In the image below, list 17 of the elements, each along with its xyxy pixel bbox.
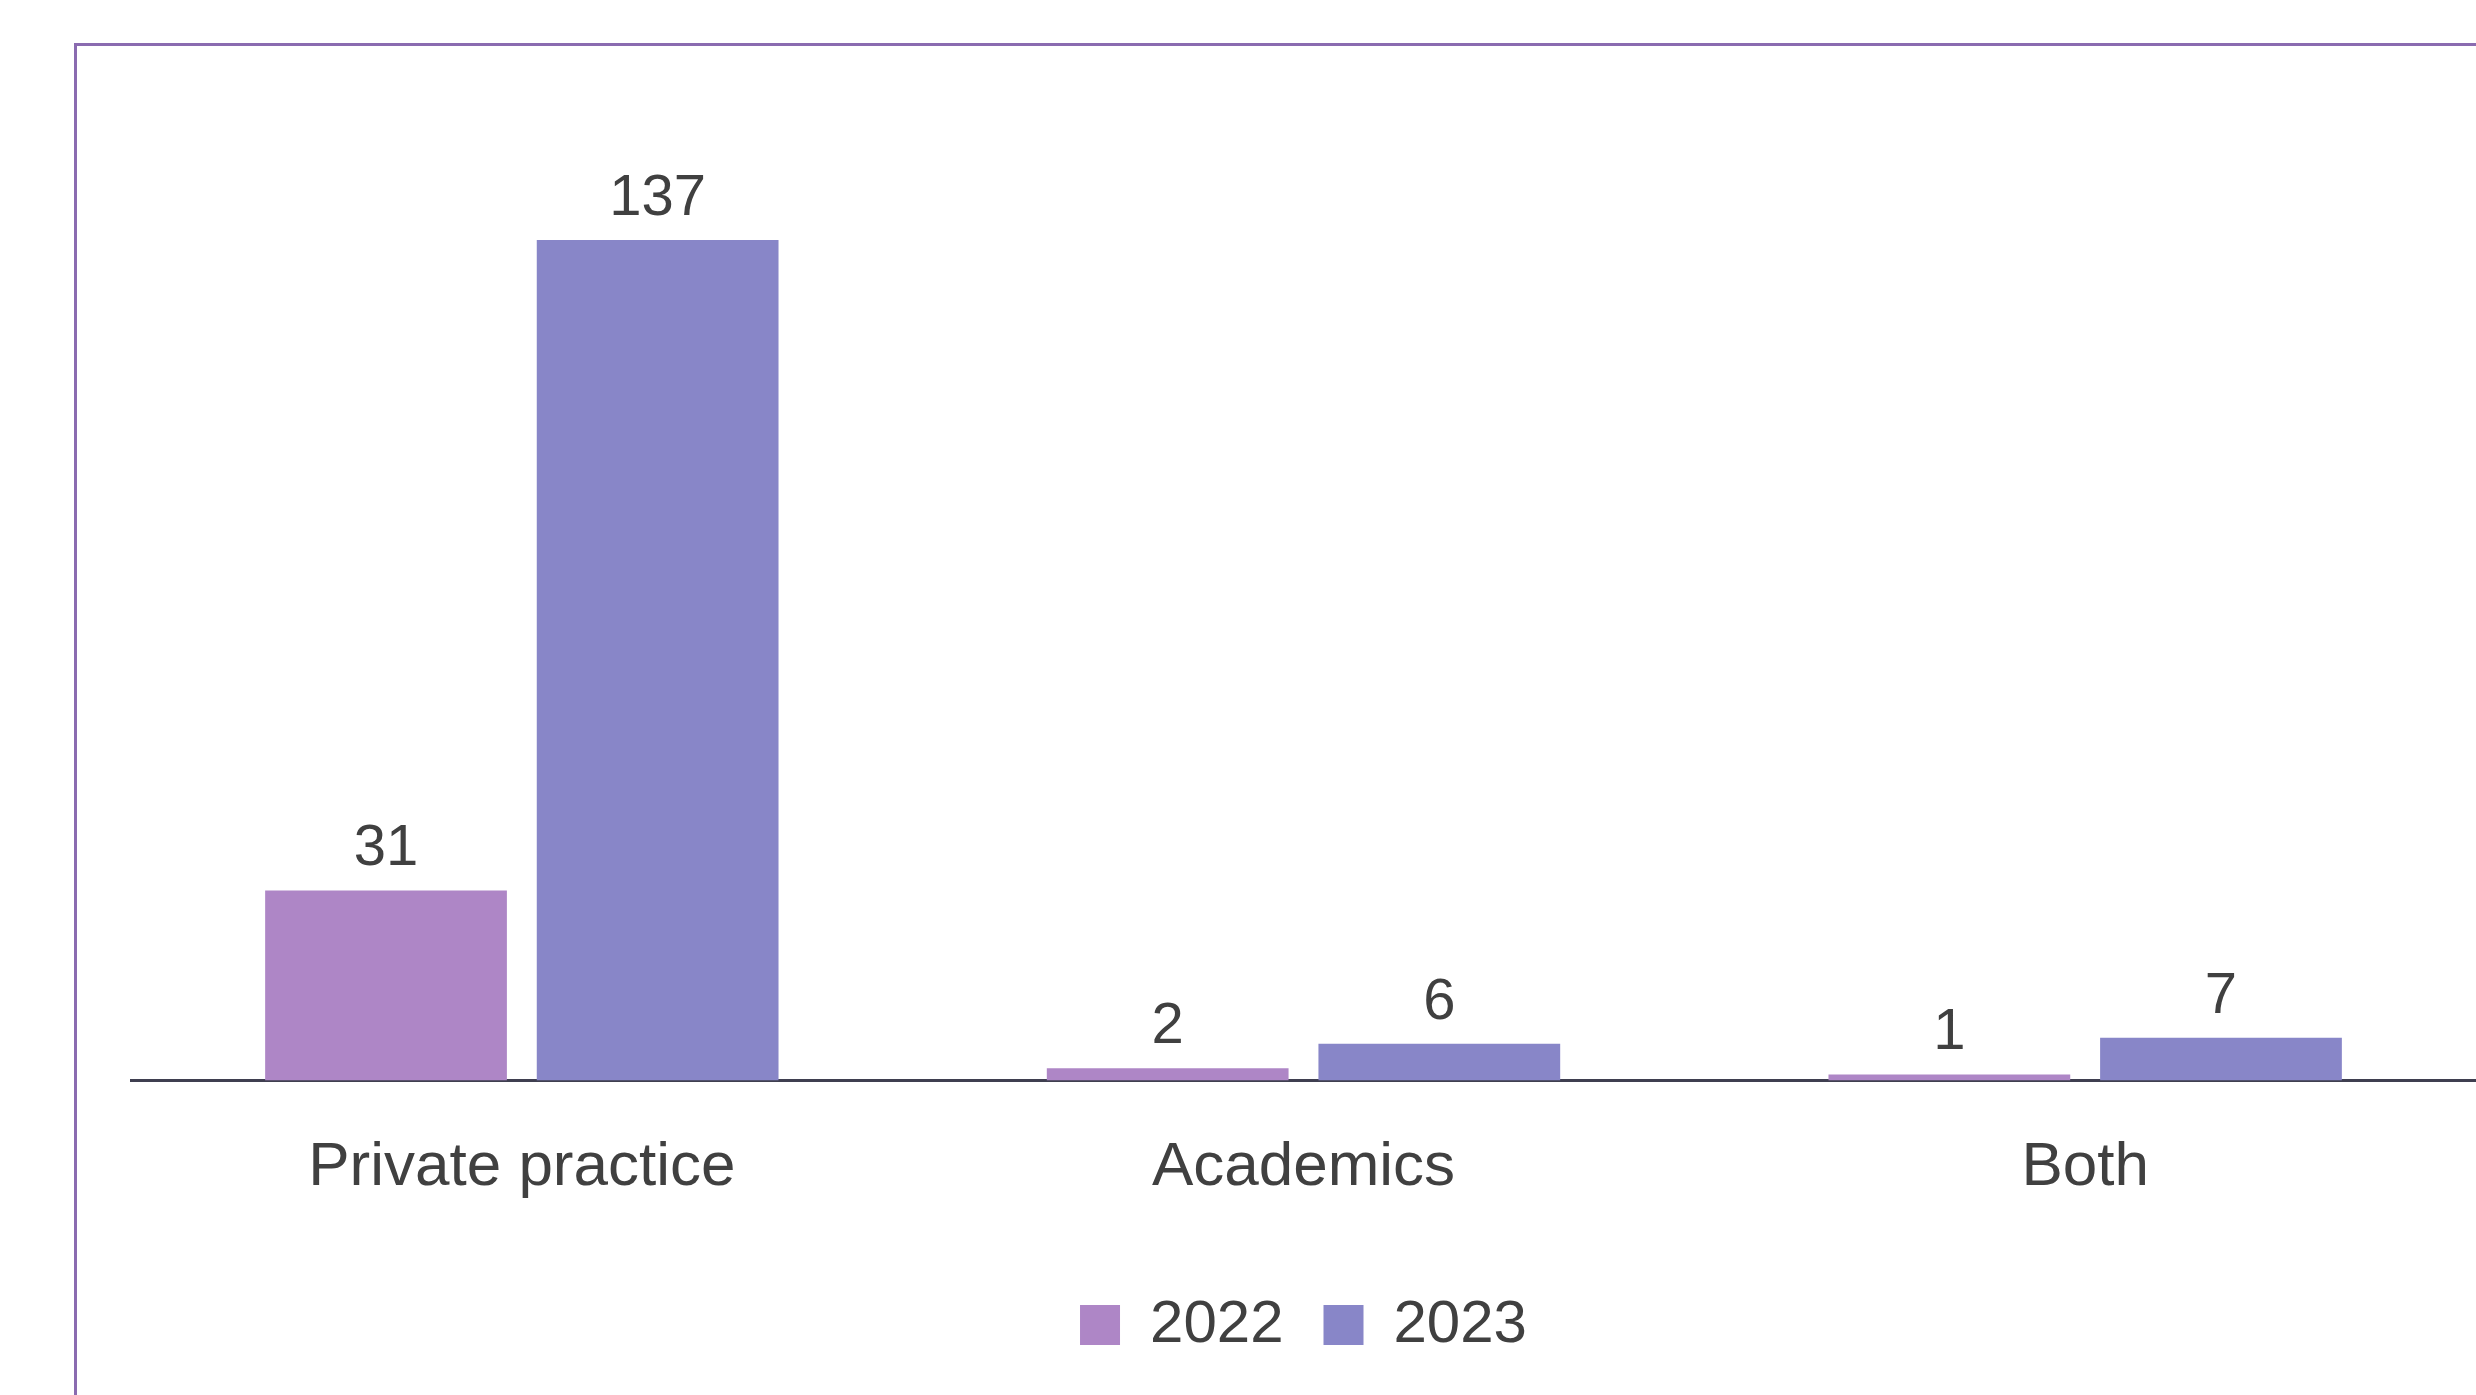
legend-label: 2022 bbox=[1150, 1287, 1284, 1355]
bar bbox=[1318, 1043, 1561, 1081]
data-label: 2 bbox=[1151, 990, 1184, 1056]
legend-label: 2023 bbox=[1393, 1287, 1527, 1355]
data-label: 1 bbox=[1933, 996, 1966, 1062]
data-label: 31 bbox=[353, 812, 419, 878]
x-tick-label: Private practice bbox=[308, 1128, 736, 1198]
data-label: 7 bbox=[2204, 959, 2238, 1025]
bar bbox=[1828, 1074, 2071, 1081]
bar bbox=[536, 239, 779, 1081]
bar bbox=[265, 890, 507, 1081]
bar bbox=[1046, 1068, 1289, 1081]
x-tick-label: Academics bbox=[1151, 1128, 1456, 1198]
x-tick-label: Both bbox=[2021, 1128, 2149, 1198]
bar bbox=[2100, 1037, 2342, 1081]
data-label: 6 bbox=[1423, 965, 1456, 1031]
data-label: 137 bbox=[609, 161, 707, 227]
